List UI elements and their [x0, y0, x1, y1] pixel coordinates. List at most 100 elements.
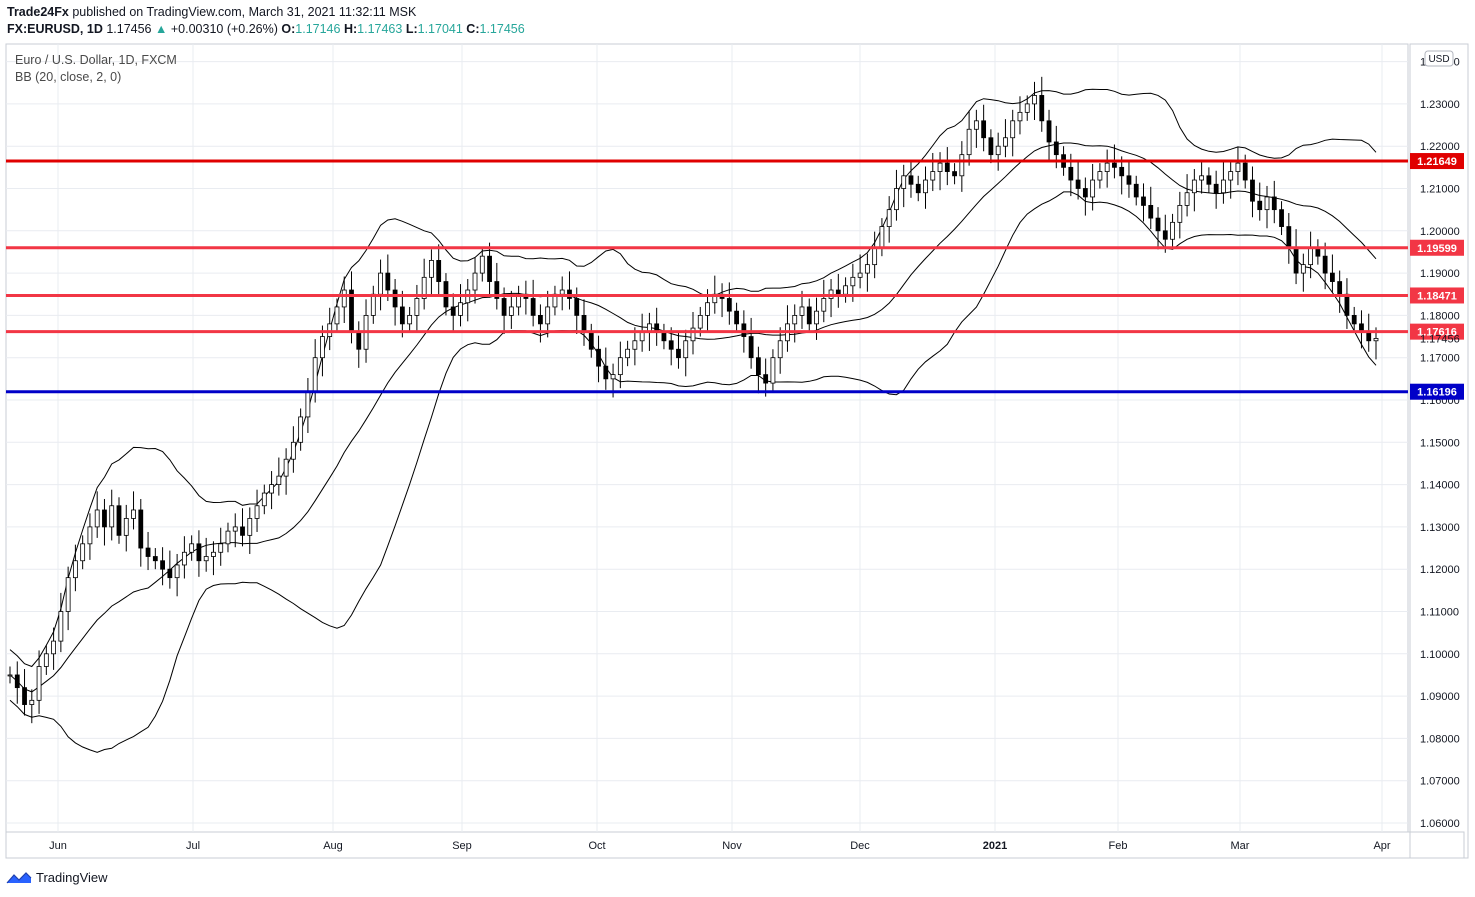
candle-body [102, 509, 107, 528]
x-tick-label: Jun [49, 840, 67, 852]
candle-body [1366, 331, 1372, 342]
candle-body [1126, 175, 1132, 185]
time-axis[interactable] [5, 831, 1465, 859]
y-tick-label: 1.13000 [1420, 522, 1460, 534]
candle-body [29, 699, 35, 705]
candle-body [370, 293, 376, 316]
candle-body [603, 365, 609, 380]
candle-body [305, 391, 311, 418]
candle-body [407, 314, 413, 325]
candle-body [864, 264, 870, 274]
candle-body [763, 374, 769, 384]
candle-body [1097, 171, 1103, 181]
candle-body [1141, 196, 1146, 206]
candle-body [240, 526, 245, 536]
candle-body [131, 509, 136, 519]
candle-body [14, 674, 20, 689]
candle-body [196, 543, 202, 562]
candle-body [1242, 162, 1248, 181]
candle-body [1279, 209, 1284, 227]
candle-body [617, 357, 623, 376]
candle-body [1177, 205, 1183, 223]
y-tick-label: 1.07000 [1420, 776, 1460, 788]
candle-body [1322, 255, 1328, 274]
candle-body [937, 162, 943, 172]
candle-body [952, 171, 957, 177]
candle-body [232, 526, 238, 532]
candle-body [690, 327, 696, 342]
candle-body [1010, 120, 1016, 139]
candle-body [1046, 120, 1052, 143]
x-tick-label: Oct [588, 840, 605, 852]
price-axis[interactable] [1409, 43, 1469, 859]
candle-body [43, 653, 49, 667]
currency-badge[interactable] [1424, 50, 1454, 67]
candle-body [545, 306, 551, 325]
candle-body [7, 674, 13, 677]
candle-body [1257, 200, 1263, 211]
candle-body [1293, 247, 1299, 274]
candle-body [1053, 141, 1059, 156]
low-value: 1.17041 [417, 22, 463, 36]
candle-body [581, 314, 587, 333]
candle-body [65, 577, 71, 612]
candle-body [661, 331, 667, 342]
candle-body [1162, 230, 1168, 240]
candle-body [494, 281, 500, 299]
candle-body [930, 171, 936, 181]
candle-body [320, 336, 325, 359]
candle-body [1003, 137, 1008, 147]
candle-body [385, 272, 391, 291]
change-up-icon: ▲ [155, 22, 168, 36]
publisher-name[interactable]: Trade24Fx [7, 5, 69, 19]
candle-body [1148, 205, 1154, 219]
candle-body [458, 302, 463, 316]
y-tick-label: 1.22000 [1420, 141, 1460, 153]
price-change: +0.00310 (+0.26%) [170, 22, 278, 36]
x-tick-label: 2021 [983, 840, 1007, 852]
tradingview-logo-icon [6, 871, 32, 883]
tradingview-brand[interactable]: TradingView [6, 870, 108, 885]
candle-body [290, 441, 296, 460]
candle-body [806, 306, 812, 325]
candle-body [1300, 264, 1306, 274]
candle-body [1032, 95, 1037, 105]
candle-body [792, 314, 798, 325]
y-tick-label: 1.18000 [1420, 310, 1460, 322]
candle-body [538, 314, 543, 325]
candle-body [1075, 179, 1081, 189]
candle-body [1112, 162, 1117, 168]
y-tick-label: 1.19000 [1420, 268, 1460, 280]
level-price-badge [1410, 287, 1464, 304]
candle-body [835, 289, 841, 295]
candle-body [1286, 226, 1292, 249]
candle-body [138, 509, 144, 549]
candle-body [450, 306, 456, 316]
candle-body [1228, 171, 1234, 181]
candle-body [341, 289, 347, 308]
candle-body [58, 611, 64, 642]
candle-body [152, 556, 158, 562]
candle-body [995, 145, 1001, 156]
candle-body [269, 484, 274, 494]
level-price-badge [1410, 383, 1464, 400]
level-price-badge [1410, 239, 1464, 256]
indicator-legend[interactable]: BB (20, close, 2, 0) [15, 70, 122, 84]
candle-body [625, 348, 631, 359]
candle-body [944, 162, 950, 172]
published-text: published on TradingView.com, March 31, … [72, 5, 417, 19]
candle-body [901, 175, 907, 189]
candle-body [770, 357, 776, 384]
candle-body [22, 687, 27, 705]
candle-body [116, 505, 122, 536]
candle-body [87, 526, 93, 545]
candle-body [850, 276, 856, 287]
publisher-line: Trade24Fx published on TradingView.com, … [7, 5, 416, 19]
candle-body [145, 547, 151, 557]
candle-body [973, 120, 979, 130]
candle-body [683, 340, 689, 359]
candle-body [879, 226, 885, 249]
candle-body [94, 509, 100, 528]
candle-body [72, 560, 78, 579]
